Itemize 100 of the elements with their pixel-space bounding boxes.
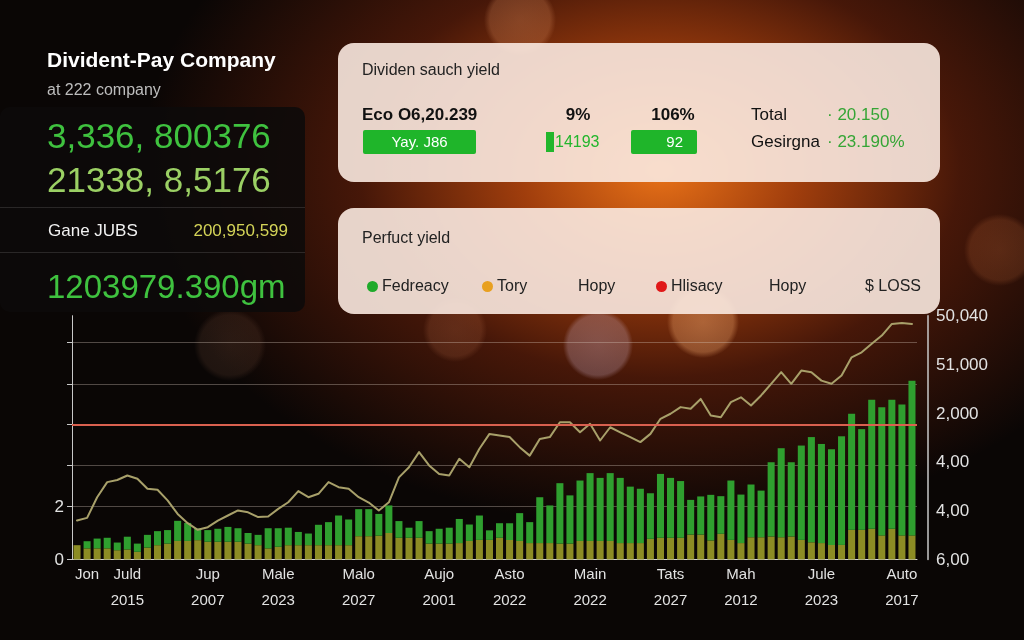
bar [335, 515, 343, 546]
bar [184, 540, 192, 560]
bar [737, 494, 745, 544]
bar [304, 533, 312, 546]
bar [626, 486, 634, 544]
bar [153, 531, 162, 546]
bar [496, 537, 504, 560]
bar [133, 543, 141, 552]
bar [576, 540, 584, 560]
bar [757, 490, 765, 538]
bar [435, 528, 443, 544]
bar [234, 541, 242, 560]
text: 200,950,599 [193, 220, 288, 242]
bar [646, 493, 654, 539]
bar [727, 480, 735, 540]
bar [646, 538, 654, 560]
bar [616, 543, 624, 560]
bar [345, 519, 353, 546]
bar [365, 509, 373, 537]
bar [506, 523, 514, 540]
bar [174, 540, 182, 560]
bar [153, 545, 162, 560]
text: · 23.190% [827, 131, 905, 153]
bar [496, 523, 504, 538]
text: $ LOSS [865, 276, 922, 296]
bar [767, 536, 775, 560]
bar [667, 477, 675, 538]
bar [677, 481, 685, 538]
bar [345, 545, 353, 560]
bar [536, 543, 544, 560]
bar [415, 537, 423, 560]
bar [656, 537, 664, 560]
bar [83, 548, 91, 560]
x-tick-label: Male 2023 [261, 565, 295, 608]
bar [747, 537, 755, 560]
bar [888, 399, 896, 529]
bar [93, 548, 101, 560]
category-label: 50,040 [936, 306, 988, 326]
bar [777, 448, 785, 538]
bar [485, 530, 493, 540]
bar [868, 528, 876, 560]
bar [707, 540, 715, 560]
bar [506, 539, 514, 560]
bar [656, 473, 664, 538]
x-tick-label: Tats 2027 [653, 565, 688, 608]
bar [415, 521, 423, 538]
bar [767, 462, 775, 537]
bar [827, 449, 836, 545]
bar [908, 380, 916, 536]
bar [888, 528, 896, 560]
bar [687, 534, 695, 560]
bar [838, 436, 846, 545]
bar [335, 545, 343, 560]
bar [516, 540, 524, 560]
bar [606, 473, 614, 541]
bar [878, 407, 886, 536]
bar [797, 539, 805, 560]
bar [355, 536, 363, 560]
text: Gane JUBS [48, 220, 138, 242]
text: at 222 company [47, 80, 161, 100]
bar [455, 518, 463, 544]
bar [113, 550, 121, 560]
bar [858, 429, 866, 530]
bar [586, 540, 594, 560]
x-tick-label: Malo 2027 [342, 565, 376, 608]
bar [707, 494, 715, 541]
bar [807, 437, 815, 543]
bar [123, 549, 131, 560]
bar [878, 535, 886, 560]
x-tick-label: Asto 2022 [492, 565, 527, 608]
bar [717, 496, 725, 534]
bar [526, 522, 534, 544]
bar [395, 521, 403, 538]
bar [164, 543, 172, 560]
category-label: 51,000 [936, 354, 988, 374]
bar [445, 543, 453, 560]
bar [284, 545, 292, 560]
bar [224, 526, 232, 542]
y-tick-label: 2 [54, 497, 64, 516]
bar [677, 537, 685, 560]
bar [606, 540, 614, 560]
bar [596, 540, 604, 560]
bar [797, 445, 805, 540]
bar [214, 528, 222, 542]
bar [687, 499, 695, 535]
bar [485, 539, 493, 560]
bar [576, 480, 584, 541]
y-tick-label: 0 [54, 550, 64, 569]
category-label: 2,000 [936, 403, 979, 423]
bar [385, 505, 393, 533]
bar [304, 545, 312, 560]
bar [244, 543, 252, 560]
text: 14193 [546, 132, 600, 152]
bar [83, 541, 91, 549]
bar [355, 509, 363, 537]
bar [516, 513, 524, 541]
text: Hlisacy [671, 276, 723, 296]
x-tick-label: Jule 2023 [804, 565, 839, 608]
bar [596, 477, 604, 541]
text: · 20.150 [827, 104, 890, 126]
